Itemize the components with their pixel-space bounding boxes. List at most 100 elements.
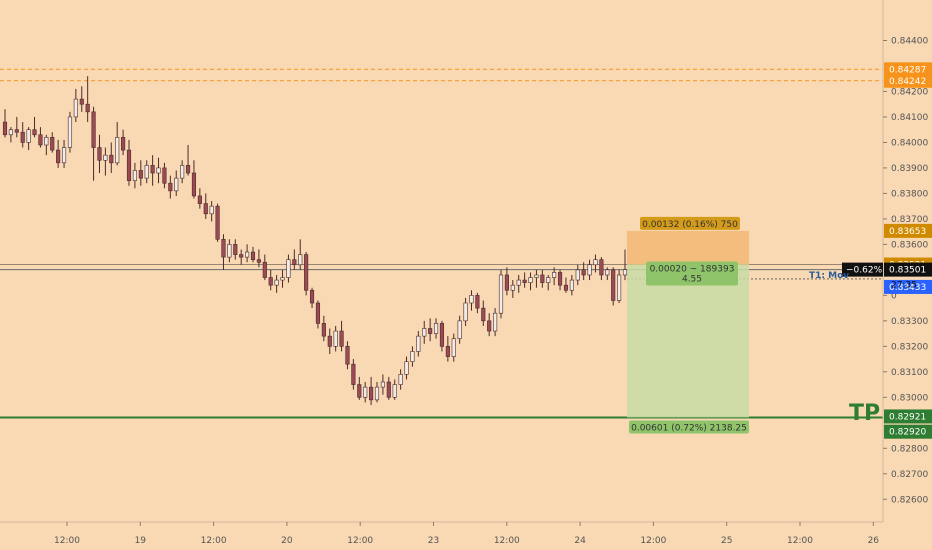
price-tick-label: 0.84000 (891, 138, 928, 148)
time-tick-label: 12:00 (494, 536, 520, 546)
candle (622, 249, 628, 281)
candle-body-down (321, 323, 326, 337)
risk-reward-ratio: 4.55 (682, 275, 702, 285)
candle (185, 144, 191, 176)
reward-zone[interactable] (627, 264, 749, 418)
candle-body-up (416, 335, 421, 352)
candle-body-down (221, 238, 226, 258)
candle-body-up (26, 129, 31, 143)
price-label-box (884, 62, 932, 77)
price-tick-label: 0.82600 (891, 495, 928, 505)
candle (8, 127, 13, 143)
candle (268, 269, 273, 291)
price-tick-label: 0.83600 (891, 240, 928, 250)
candle (61, 139, 67, 168)
candle-body-up (103, 154, 108, 161)
candle-body-down (369, 386, 374, 401)
candle-body-up (67, 116, 73, 148)
time-tick-label: 25 (721, 536, 732, 546)
reward-label: 0.00601 (0.72%) 2138.25 (631, 423, 747, 433)
candle-body-down (428, 328, 433, 334)
time-axis[interactable]: 12:00 19 12:00 20 12:00 23 12:00 24 12:00 25 12:00… (54, 522, 879, 546)
candle-body-down (445, 346, 450, 357)
candle (463, 297, 468, 326)
candle (563, 277, 569, 293)
candle-body-up (552, 272, 557, 278)
candle (380, 374, 385, 395)
candle (103, 147, 108, 176)
candle (404, 356, 409, 380)
candle (14, 116, 19, 138)
candle-body-up (132, 170, 137, 181)
countdown-label: 27:35 (891, 281, 917, 291)
candle-body-down (20, 131, 25, 143)
price-labels: 0.842870.842420.836530.835210.835010.834… (842, 62, 932, 439)
candle-body-up (493, 312, 498, 332)
candle (109, 142, 114, 174)
candle-body-down (315, 302, 321, 324)
candle (587, 259, 592, 281)
candle (345, 341, 350, 370)
candle (422, 320, 427, 344)
candle (274, 274, 279, 293)
candle (227, 239, 232, 263)
candle (528, 272, 533, 291)
candle (150, 155, 155, 186)
price-tick-label: 0.83300 (891, 317, 928, 327)
candle (215, 203, 220, 242)
time-tick-label: 19 (135, 536, 147, 546)
candle-body-down (475, 295, 480, 309)
candle-body-down (121, 137, 126, 151)
price-tick-label: 0.84100 (891, 113, 928, 123)
candle (487, 313, 492, 337)
candle-body-up (398, 374, 403, 385)
candle-body-up (593, 259, 598, 266)
price-label: 0.83501 (889, 266, 926, 276)
candle-body-up (457, 320, 462, 339)
risk-zone[interactable] (627, 230, 749, 265)
risk-label-box (640, 216, 740, 230)
candle-body-down (2, 121, 8, 136)
candle-body-down (386, 381, 391, 398)
candle (250, 246, 256, 263)
price-axis[interactable]: 0.84400 0.84100 0.84000 0.83900 0.83800 0.837… (883, 36, 928, 505)
candle-body-up (280, 277, 285, 281)
price-label-box (884, 279, 932, 294)
price-tick-label: 0.82700 (891, 470, 928, 480)
candle-body-up (209, 205, 214, 215)
candle (552, 267, 557, 286)
candle (180, 160, 185, 184)
candle (481, 300, 486, 326)
candle-body-up (422, 328, 427, 337)
candle-body-down (91, 111, 96, 148)
candle-body-down (262, 261, 267, 278)
candle-body-up (44, 137, 49, 146)
candle-body-down (439, 323, 445, 347)
price-label-box (884, 262, 932, 277)
candle (286, 254, 291, 283)
candle-body-down (250, 251, 256, 260)
candle-body-up (286, 259, 291, 278)
candle (38, 127, 43, 148)
candle-body-up (622, 269, 628, 276)
candle-body-up (274, 279, 279, 286)
candle (510, 280, 515, 298)
candle (327, 328, 332, 354)
candle-body-down (14, 129, 19, 133)
candle (138, 160, 143, 186)
candle-body-down (268, 277, 273, 286)
candle (239, 249, 244, 265)
candle-body-up (404, 361, 409, 375)
candle (85, 76, 90, 123)
time-tick-label: 20 (281, 536, 293, 546)
candle (221, 234, 226, 270)
candle-body-up (392, 384, 397, 398)
candle-body-up (516, 279, 521, 286)
candle-body-down (309, 289, 315, 304)
candle (593, 254, 598, 273)
candle-body-up (463, 302, 468, 322)
price-label: 0.84287 (889, 65, 926, 75)
candle (522, 272, 527, 288)
